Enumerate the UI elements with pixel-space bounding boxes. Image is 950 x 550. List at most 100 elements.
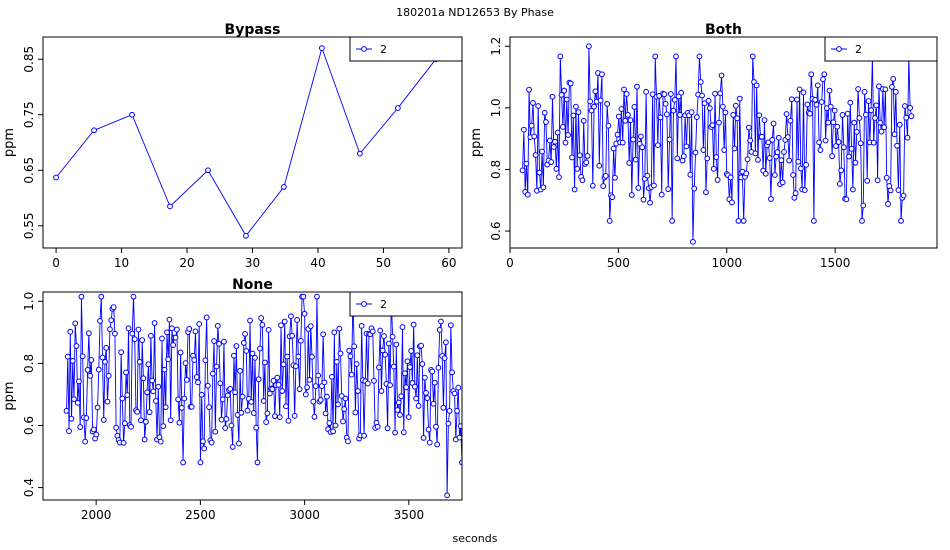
data-point bbox=[778, 157, 785, 164]
data-point bbox=[643, 88, 650, 95]
data-point bbox=[825, 119, 832, 126]
data-point bbox=[441, 355, 448, 362]
data-point bbox=[356, 150, 363, 157]
data-point bbox=[201, 445, 208, 452]
data-point bbox=[434, 441, 441, 448]
data-point bbox=[379, 347, 386, 354]
data-point bbox=[856, 115, 863, 121]
plot-area bbox=[63, 293, 462, 499]
data-point bbox=[600, 183, 607, 189]
data-point bbox=[730, 112, 737, 118]
data-point bbox=[740, 217, 747, 224]
data-point bbox=[382, 351, 389, 358]
data-point bbox=[446, 408, 453, 414]
data-point bbox=[589, 182, 596, 189]
data-point bbox=[164, 329, 170, 336]
data-point bbox=[535, 103, 542, 109]
data-point bbox=[561, 87, 568, 94]
data-point bbox=[410, 321, 417, 328]
data-point bbox=[786, 157, 793, 164]
data-point bbox=[569, 154, 575, 161]
data-point bbox=[744, 156, 751, 163]
data-point bbox=[333, 358, 340, 365]
data-point bbox=[140, 375, 147, 382]
data-point bbox=[688, 109, 695, 116]
data-point bbox=[665, 186, 672, 193]
data-point bbox=[680, 153, 687, 160]
data-point bbox=[239, 393, 246, 400]
data-point bbox=[670, 107, 677, 114]
data-point bbox=[576, 152, 583, 159]
data-point bbox=[271, 413, 278, 420]
data-point bbox=[295, 353, 302, 360]
data-point bbox=[605, 122, 612, 129]
data-point bbox=[727, 174, 734, 181]
data-point bbox=[144, 389, 151, 396]
data-point bbox=[200, 438, 206, 445]
data-point bbox=[119, 395, 126, 402]
data-point bbox=[195, 379, 201, 386]
data-point bbox=[384, 425, 391, 432]
data-point bbox=[120, 439, 127, 446]
data-point bbox=[257, 345, 263, 352]
data-point bbox=[851, 119, 858, 126]
data-point bbox=[183, 376, 190, 383]
data-point bbox=[894, 142, 901, 149]
data-point bbox=[797, 165, 804, 172]
data-point bbox=[677, 112, 683, 118]
data-point bbox=[124, 392, 131, 398]
data-point bbox=[209, 370, 216, 377]
data-point bbox=[280, 361, 287, 368]
data-point bbox=[583, 159, 590, 166]
data-point bbox=[565, 132, 571, 138]
data-point bbox=[761, 117, 768, 124]
data-point bbox=[591, 103, 597, 110]
data-point bbox=[205, 167, 211, 174]
data-point bbox=[717, 90, 724, 97]
data-point bbox=[908, 113, 915, 120]
panel-title: Bypass bbox=[225, 22, 281, 38]
data-point bbox=[896, 121, 903, 128]
panel-both: Both ppm 0 500 1000 1500 0.6 0.8 1.0 1.2 2 bbox=[469, 22, 938, 270]
data-point bbox=[710, 165, 717, 172]
data-point bbox=[632, 156, 639, 163]
data-point bbox=[323, 393, 330, 400]
data-point bbox=[749, 53, 756, 60]
data-point bbox=[631, 104, 638, 110]
data-point bbox=[147, 332, 154, 339]
data-point bbox=[732, 102, 739, 109]
data-point bbox=[810, 217, 817, 224]
data-point bbox=[258, 315, 265, 321]
y-tick-label: 0.8 bbox=[489, 160, 503, 179]
data-point bbox=[709, 122, 716, 128]
data-point bbox=[801, 187, 808, 193]
data-point bbox=[790, 172, 796, 178]
data-point bbox=[157, 438, 164, 445]
data-point bbox=[602, 173, 609, 179]
legend-marker bbox=[836, 46, 842, 52]
data-point bbox=[71, 396, 77, 403]
data-point bbox=[328, 373, 335, 380]
data-point bbox=[181, 395, 188, 402]
figure-xlabel: seconds bbox=[453, 532, 498, 545]
y-tick-label: 0.55 bbox=[22, 212, 36, 239]
data-point bbox=[647, 199, 653, 206]
data-point bbox=[818, 99, 825, 105]
data-point bbox=[433, 423, 439, 430]
data-point bbox=[821, 71, 828, 78]
data-point bbox=[83, 415, 90, 421]
data-point bbox=[136, 358, 143, 365]
data-point bbox=[223, 416, 230, 422]
data-point bbox=[800, 89, 807, 96]
data-point bbox=[579, 177, 586, 184]
data-point bbox=[753, 82, 760, 89]
data-point bbox=[614, 131, 621, 138]
data-point bbox=[180, 459, 186, 466]
data-point bbox=[834, 123, 841, 130]
data-point bbox=[692, 149, 699, 156]
data-point bbox=[79, 353, 86, 360]
legend-marker bbox=[361, 46, 367, 52]
data-point bbox=[887, 187, 894, 194]
data-point bbox=[803, 161, 809, 168]
data-point bbox=[335, 401, 341, 408]
